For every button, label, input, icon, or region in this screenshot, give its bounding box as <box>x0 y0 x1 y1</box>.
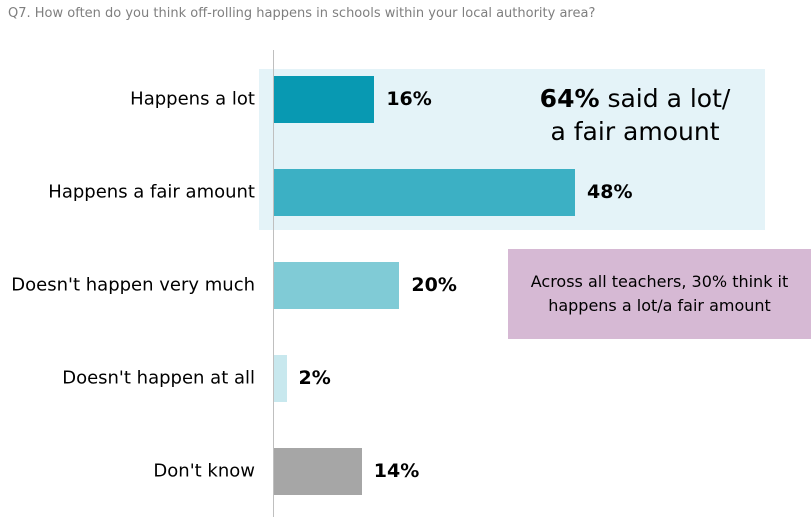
category-label: Doesn't happen very much <box>11 274 255 296</box>
category-label: Don't know <box>153 460 255 482</box>
callout-lot-fair-amount: 64% said a lot/ a fair amount <box>520 82 750 148</box>
category-axis-line <box>273 50 274 517</box>
category-label: Happens a lot <box>130 88 255 110</box>
bar <box>274 354 287 402</box>
callout-all-teachers: Across all teachers, 30% think it happen… <box>508 249 811 339</box>
bar <box>274 75 375 123</box>
callout-all-line1: Across all teachers, 30% think it <box>530 272 789 291</box>
value-label: 14% <box>373 460 420 482</box>
value-label: 2% <box>298 367 331 389</box>
value-label: 16% <box>386 88 432 110</box>
category-label: Doesn't happen at all <box>62 367 255 389</box>
bar <box>274 168 575 216</box>
callout-line2: a fair amount <box>550 117 720 146</box>
bar <box>274 447 362 495</box>
callout-pct: 64% <box>539 84 600 113</box>
value-label: 48% <box>587 181 633 203</box>
question-text: Q7. How often do you think off-rolling h… <box>8 6 596 21</box>
callout-all-line2: happens a lot/a fair amount <box>548 296 771 315</box>
bar <box>274 261 400 309</box>
category-label: Happens a fair amount <box>48 181 255 203</box>
callout-line1: said a lot/ <box>599 84 731 113</box>
value-label: 20% <box>411 274 457 296</box>
